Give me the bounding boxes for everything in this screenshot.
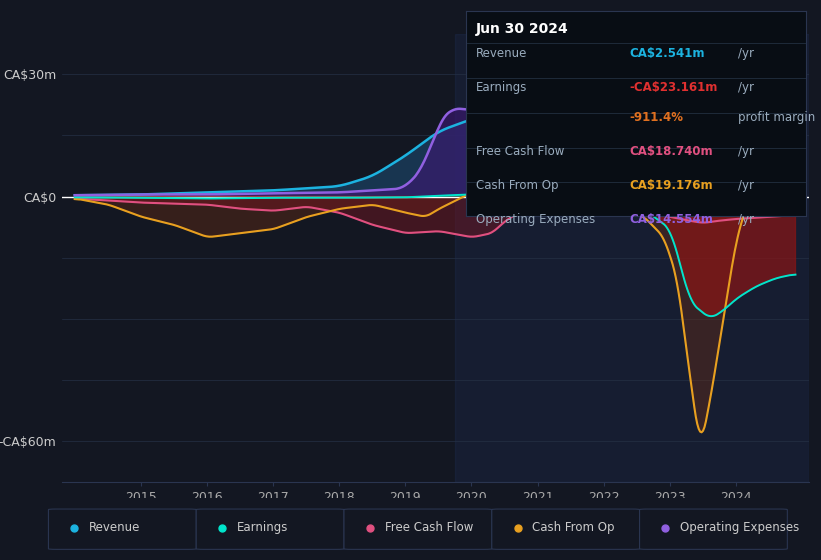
- Text: Free Cash Flow: Free Cash Flow: [475, 145, 564, 158]
- Text: Cash From Op: Cash From Op: [533, 521, 615, 534]
- FancyBboxPatch shape: [344, 509, 492, 549]
- Text: /yr: /yr: [738, 145, 754, 158]
- Bar: [455, 34, 809, 482]
- Text: CA$14.554m: CA$14.554m: [629, 213, 713, 226]
- FancyBboxPatch shape: [640, 509, 787, 549]
- Text: Free Cash Flow: Free Cash Flow: [385, 521, 473, 534]
- Text: Earnings: Earnings: [237, 521, 288, 534]
- Text: CA$2.541m: CA$2.541m: [629, 47, 704, 60]
- FancyBboxPatch shape: [492, 509, 640, 549]
- Text: Cash From Op: Cash From Op: [475, 179, 558, 192]
- Text: Operating Expenses: Operating Expenses: [681, 521, 800, 534]
- Text: -911.4%: -911.4%: [629, 111, 683, 124]
- Text: /yr: /yr: [738, 179, 754, 192]
- Text: CA$18.740m: CA$18.740m: [629, 145, 713, 158]
- Text: /yr: /yr: [738, 47, 754, 60]
- Text: Jun 30 2024: Jun 30 2024: [475, 22, 568, 36]
- Text: -CA$23.161m: -CA$23.161m: [629, 81, 718, 94]
- FancyBboxPatch shape: [48, 509, 196, 549]
- Text: Earnings: Earnings: [475, 81, 527, 94]
- Text: /yr: /yr: [738, 213, 754, 226]
- Text: /yr: /yr: [738, 81, 754, 94]
- FancyBboxPatch shape: [196, 509, 344, 549]
- Text: profit margin: profit margin: [738, 111, 815, 124]
- Text: Operating Expenses: Operating Expenses: [475, 213, 595, 226]
- Text: Revenue: Revenue: [89, 521, 140, 534]
- Text: CA$19.176m: CA$19.176m: [629, 179, 713, 192]
- Text: Revenue: Revenue: [475, 47, 527, 60]
